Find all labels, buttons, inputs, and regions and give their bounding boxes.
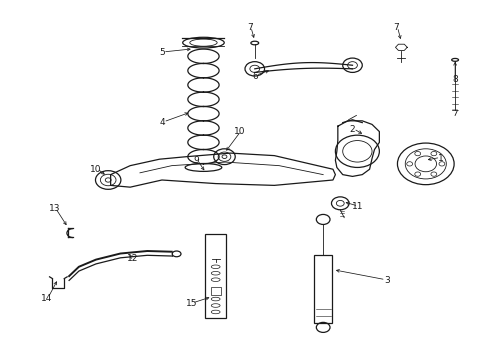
Text: 5: 5 [159, 48, 165, 57]
Text: 15: 15 [186, 299, 197, 308]
Bar [211, 287, 220, 295]
Text: 6: 6 [252, 72, 258, 81]
Bar [315, 255, 332, 323]
Text: 12: 12 [127, 255, 138, 264]
Text: 7: 7 [247, 23, 253, 32]
Text: 7: 7 [393, 23, 399, 32]
Text: 2: 2 [350, 125, 355, 134]
Text: 13: 13 [49, 204, 60, 213]
Text: 4: 4 [159, 118, 165, 127]
Text: 10: 10 [90, 165, 102, 174]
Text: 3: 3 [384, 276, 390, 285]
Text: 8: 8 [452, 75, 458, 84]
Text: 11: 11 [352, 202, 363, 211]
Text: 1: 1 [438, 154, 443, 163]
Text: 10: 10 [234, 127, 246, 136]
Bar [205, 234, 226, 318]
Text: 14: 14 [42, 294, 53, 303]
Text: 9: 9 [193, 156, 199, 165]
